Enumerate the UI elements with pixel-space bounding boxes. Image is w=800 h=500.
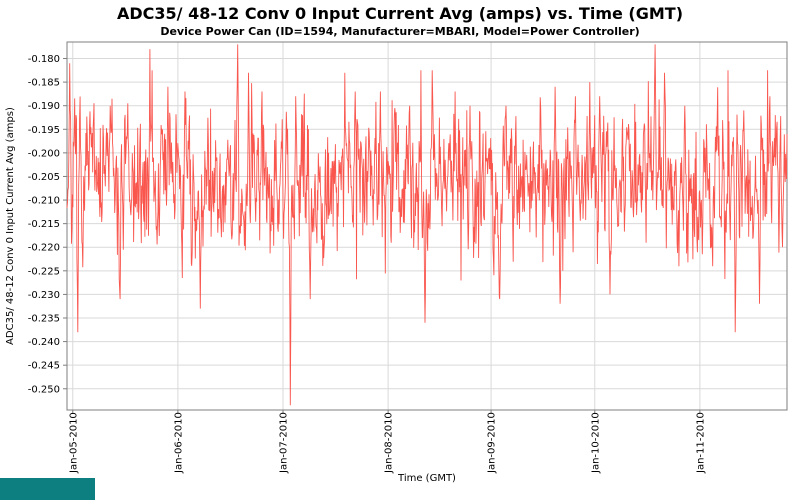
- chart-title: ADC35/ 48-12 Conv 0 Input Current Avg (a…: [116, 4, 684, 23]
- y-axis-label: ADC35/ 48-12 Conv 0 Input Current Avg (a…: [5, 107, 16, 345]
- y-tick-label: -0.220: [28, 243, 60, 254]
- x-axis-label: Time (GMT): [398, 473, 456, 484]
- plot-area: -0.180 -0.185 -0.190 -0.195 -0.200 -0.205 -0.2…: [28, 41, 788, 474]
- y-tick-label: -0.210: [28, 196, 60, 207]
- y-tick-label: -0.195: [28, 125, 60, 136]
- y-tick-label: -0.215: [28, 219, 60, 230]
- y-tick-label: -0.180: [28, 54, 60, 65]
- y-tick-label: -0.235: [28, 314, 60, 325]
- y-tick-label: -0.200: [28, 148, 60, 159]
- y-tick-label: -0.230: [28, 290, 60, 301]
- y-tick-label: -0.245: [28, 361, 60, 372]
- x-tick-label: Jan-07-2010: [279, 412, 290, 474]
- y-tick-label: -0.240: [28, 337, 60, 348]
- x-tick-label: Jan-05-2010: [68, 412, 79, 474]
- status-badge: [0, 478, 95, 500]
- y-tick-label: -0.250: [28, 384, 60, 395]
- y-tick-label: -0.185: [28, 78, 60, 89]
- y-tick-label: -0.190: [28, 101, 60, 112]
- plot-border: [66, 41, 788, 411]
- chart-subtitle: Device Power Can (ID=1594, Manufacturer=…: [160, 25, 640, 38]
- series-line: [66, 44, 788, 406]
- x-tick-label: Jan-06-2010: [173, 412, 184, 474]
- x-tick-label: Jan-11-2010: [695, 412, 706, 474]
- x-tick-label: Jan-08-2010: [384, 412, 395, 474]
- y-tick-label: -0.205: [28, 172, 60, 183]
- x-tick-label: Jan-10-2010: [590, 412, 601, 474]
- x-tick-label: Jan-09-2010: [487, 412, 498, 474]
- y-tick-label: -0.225: [28, 266, 60, 277]
